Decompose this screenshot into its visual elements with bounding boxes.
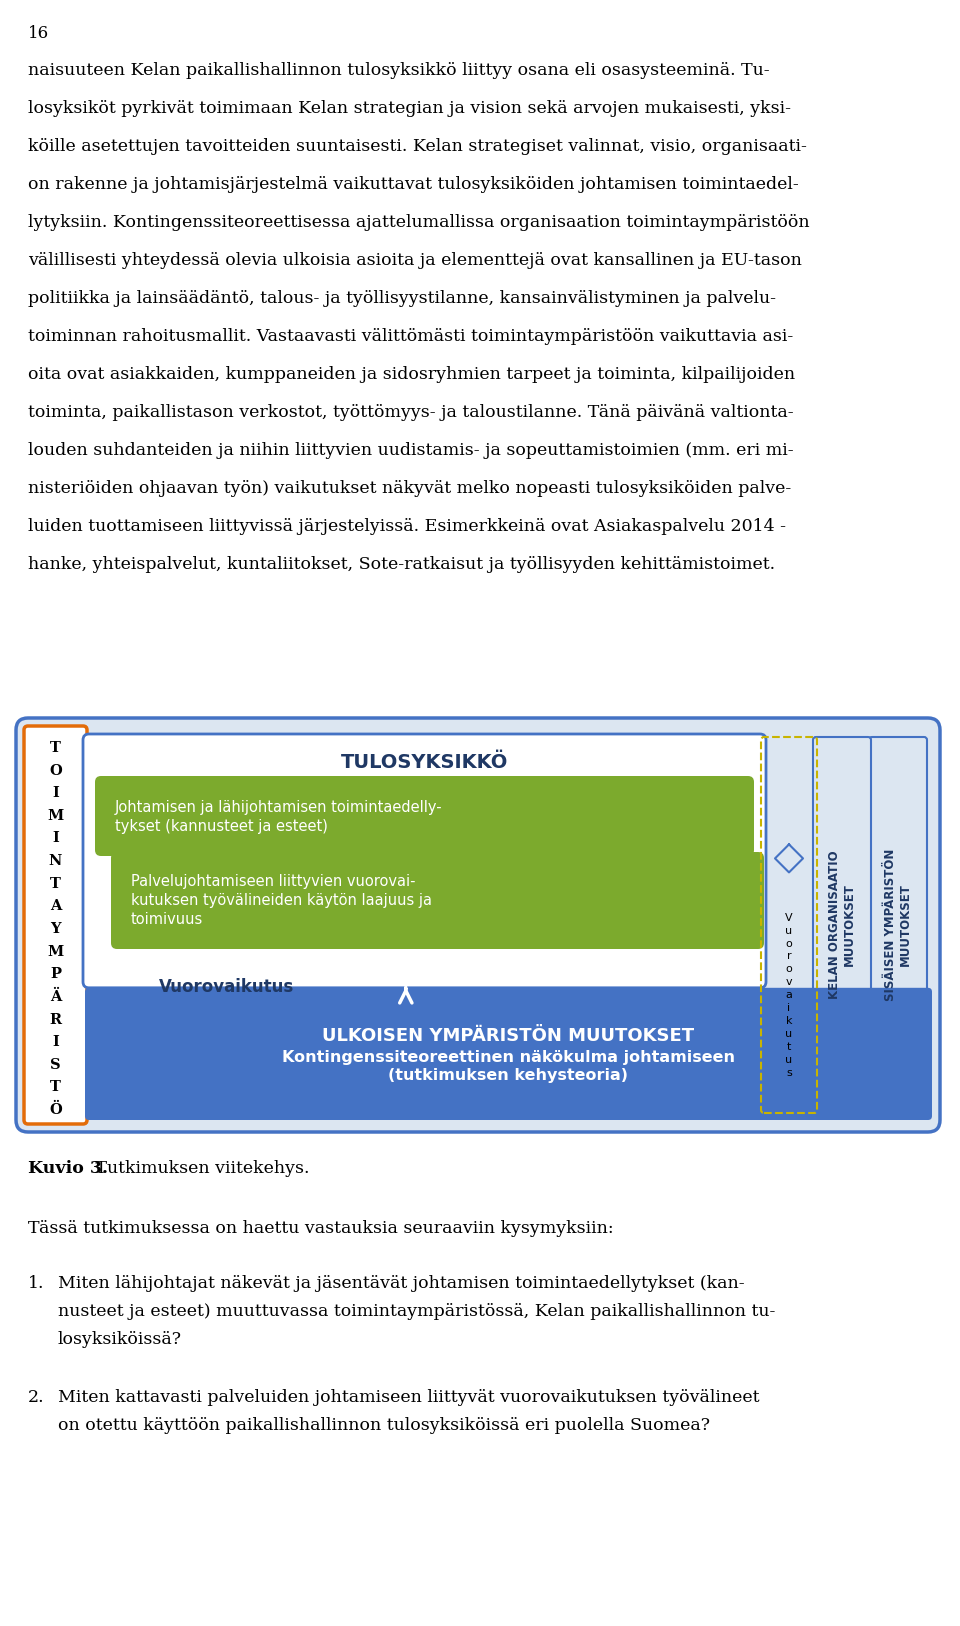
Text: luiden tuottamiseen liittyvissä järjestelyissä. Esimerkkeinä ovat Asiakaspalvelu: luiden tuottamiseen liittyvissä järjeste… <box>28 519 786 535</box>
Text: k: k <box>785 1016 792 1026</box>
Text: Tässä tutkimuksessa on haettu vastauksia seuraaviin kysymyksiin:: Tässä tutkimuksessa on haettu vastauksia… <box>28 1220 613 1237</box>
Text: toiminta, paikallistason verkostot, työttömyys- ja taloustilanne. Tänä päivänä v: toiminta, paikallistason verkostot, työt… <box>28 403 794 421</box>
Text: T: T <box>50 741 60 754</box>
Text: losyksiköt pyrkivät toimimaan Kelan strategian ja vision sekä arvojen mukaisesti: losyksiköt pyrkivät toimimaan Kelan stra… <box>28 101 791 117</box>
Text: (tutkimuksen kehysteoria): (tutkimuksen kehysteoria) <box>389 1068 629 1083</box>
Text: A: A <box>50 899 61 914</box>
Text: Ö: Ö <box>49 1102 61 1117</box>
FancyBboxPatch shape <box>85 989 932 1120</box>
Text: I: I <box>52 1036 59 1049</box>
Text: O: O <box>49 764 61 777</box>
Text: T: T <box>50 876 60 891</box>
Text: Y: Y <box>50 922 60 937</box>
Text: köille asetettujen tavoitteiden suuntaisesti. Kelan strategiset valinnat, visio,: köille asetettujen tavoitteiden suuntais… <box>28 138 806 154</box>
Text: Tutkimuksen viitekehys.: Tutkimuksen viitekehys. <box>90 1159 309 1177</box>
Text: naisuuteen Kelan paikallishallinnon tulosyksikkö liittyy osana eli osasysteeminä: naisuuteen Kelan paikallishallinnon tulo… <box>28 62 770 80</box>
Text: u: u <box>785 1055 793 1065</box>
FancyBboxPatch shape <box>83 733 766 989</box>
Text: hanke, yhteispalvelut, kuntaliitokset, Sote-ratkaisut ja työllisyyden kehittämis: hanke, yhteispalvelut, kuntaliitokset, S… <box>28 556 775 572</box>
Text: SISÄISEN YMPÄRISTÖN
MUUTOKSET: SISÄISEN YMPÄRISTÖN MUUTOKSET <box>884 849 912 1002</box>
FancyBboxPatch shape <box>95 776 754 855</box>
Text: toiminnan rahoitusmallit. Vastaavasti välittömästi toimintaympäristöön vaikuttav: toiminnan rahoitusmallit. Vastaavasti vä… <box>28 328 793 345</box>
Text: on otettu käyttöön paikallishallinnon tulosyksiköissä eri puolella Suomea?: on otettu käyttöön paikallishallinnon tu… <box>58 1416 710 1434</box>
Text: kutuksen työvälineiden käytön laajuus ja: kutuksen työvälineiden käytön laajuus ja <box>131 893 432 907</box>
Text: Miten kattavasti palveluiden johtamiseen liittyvät vuorovaikutuksen työvälineet: Miten kattavasti palveluiden johtamiseen… <box>58 1389 759 1406</box>
Text: s: s <box>786 1068 792 1078</box>
FancyBboxPatch shape <box>111 852 764 950</box>
Text: M: M <box>47 945 63 959</box>
Text: I: I <box>52 787 59 800</box>
Text: u: u <box>785 925 793 935</box>
Text: KELAN ORGANISAATIO
MUUTOKSET: KELAN ORGANISAATIO MUUTOKSET <box>828 850 856 1000</box>
Text: nusteet ja esteet) muuttuvassa toimintaympäristössä, Kelan paikallishallinnon tu: nusteet ja esteet) muuttuvassa toimintay… <box>58 1302 776 1320</box>
Text: a: a <box>785 990 792 1000</box>
FancyBboxPatch shape <box>24 725 87 1124</box>
Text: Palvelujohtamiseen liittyvien vuorovai-: Palvelujohtamiseen liittyvien vuorovai- <box>131 875 416 889</box>
Text: tykset (kannusteet ja esteet): tykset (kannusteet ja esteet) <box>115 820 328 834</box>
Text: on rakenne ja johtamisjärjestelmä vaikuttavat tulosyksiköiden johtamisen toimint: on rakenne ja johtamisjärjestelmä vaikut… <box>28 176 799 193</box>
Text: V: V <box>785 912 793 922</box>
Text: losyksiköissä?: losyksiköissä? <box>58 1332 182 1348</box>
Text: Johtamisen ja lähijohtamisen toimintaedelly-: Johtamisen ja lähijohtamisen toimintaede… <box>115 800 443 815</box>
Text: lytyksiin. Kontingenssiteoreettisessa ajattelumallissa organisaation toimintaymp: lytyksiin. Kontingenssiteoreettisessa aj… <box>28 215 809 231</box>
Text: Vuorovaikutus: Vuorovaikutus <box>159 977 295 995</box>
Text: i: i <box>787 1003 791 1013</box>
Text: louden suhdanteiden ja niihin liittyvien uudistamis- ja sopeuttamistoimien (mm. : louden suhdanteiden ja niihin liittyvien… <box>28 442 794 459</box>
Text: P: P <box>50 967 61 980</box>
Text: Kuvio 3.: Kuvio 3. <box>28 1159 108 1177</box>
FancyBboxPatch shape <box>813 737 871 1114</box>
Text: N: N <box>49 854 62 868</box>
Text: 2.: 2. <box>28 1389 44 1406</box>
Text: t: t <box>787 1042 791 1052</box>
Text: M: M <box>47 808 63 823</box>
Text: v: v <box>785 977 792 987</box>
Text: TULOSYKSIKKÖ: TULOSYKSIKKÖ <box>341 753 508 771</box>
Text: o: o <box>785 964 792 974</box>
FancyBboxPatch shape <box>16 719 940 1132</box>
Text: välillisesti yhteydessä olevia ulkoisia asioita ja elementtejä ovat kansallinen : välillisesti yhteydessä olevia ulkoisia … <box>28 252 802 268</box>
Text: oita ovat asiakkaiden, kumppaneiden ja sidosryhmien tarpeet ja toiminta, kilpail: oita ovat asiakkaiden, kumppaneiden ja s… <box>28 366 795 384</box>
Text: u: u <box>785 1029 793 1039</box>
Text: S: S <box>50 1059 60 1072</box>
Text: T: T <box>50 1080 60 1094</box>
Text: toimivuus: toimivuus <box>131 912 204 927</box>
Text: o: o <box>785 938 792 948</box>
Text: ULKOISEN YMPÄRISTÖN MUUTOKSET: ULKOISEN YMPÄRISTÖN MUUTOKSET <box>323 1028 695 1046</box>
Text: Ä: Ä <box>50 990 61 1003</box>
Text: R: R <box>49 1013 61 1026</box>
Text: 1.: 1. <box>28 1275 44 1293</box>
Text: nisteriöiden ohjaavan työn) vaikutukset näkyvät melko nopeasti tulosyksiköiden p: nisteriöiden ohjaavan työn) vaikutukset … <box>28 480 791 498</box>
Text: Kontingenssiteoreettinen näkökulma johtamiseen: Kontingenssiteoreettinen näkökulma johta… <box>282 1050 735 1065</box>
Text: politiikka ja lainsäädäntö, talous- ja työllisyystilanne, kansainvälistyminen ja: politiikka ja lainsäädäntö, talous- ja t… <box>28 289 776 307</box>
Text: r: r <box>786 951 791 961</box>
FancyBboxPatch shape <box>869 737 927 1114</box>
Text: I: I <box>52 831 59 846</box>
Text: 16: 16 <box>28 24 49 42</box>
Text: Miten lähijohtajat näkevät ja jäsentävät johtamisen toimintaedellytykset (kan-: Miten lähijohtajat näkevät ja jäsentävät… <box>58 1275 745 1293</box>
